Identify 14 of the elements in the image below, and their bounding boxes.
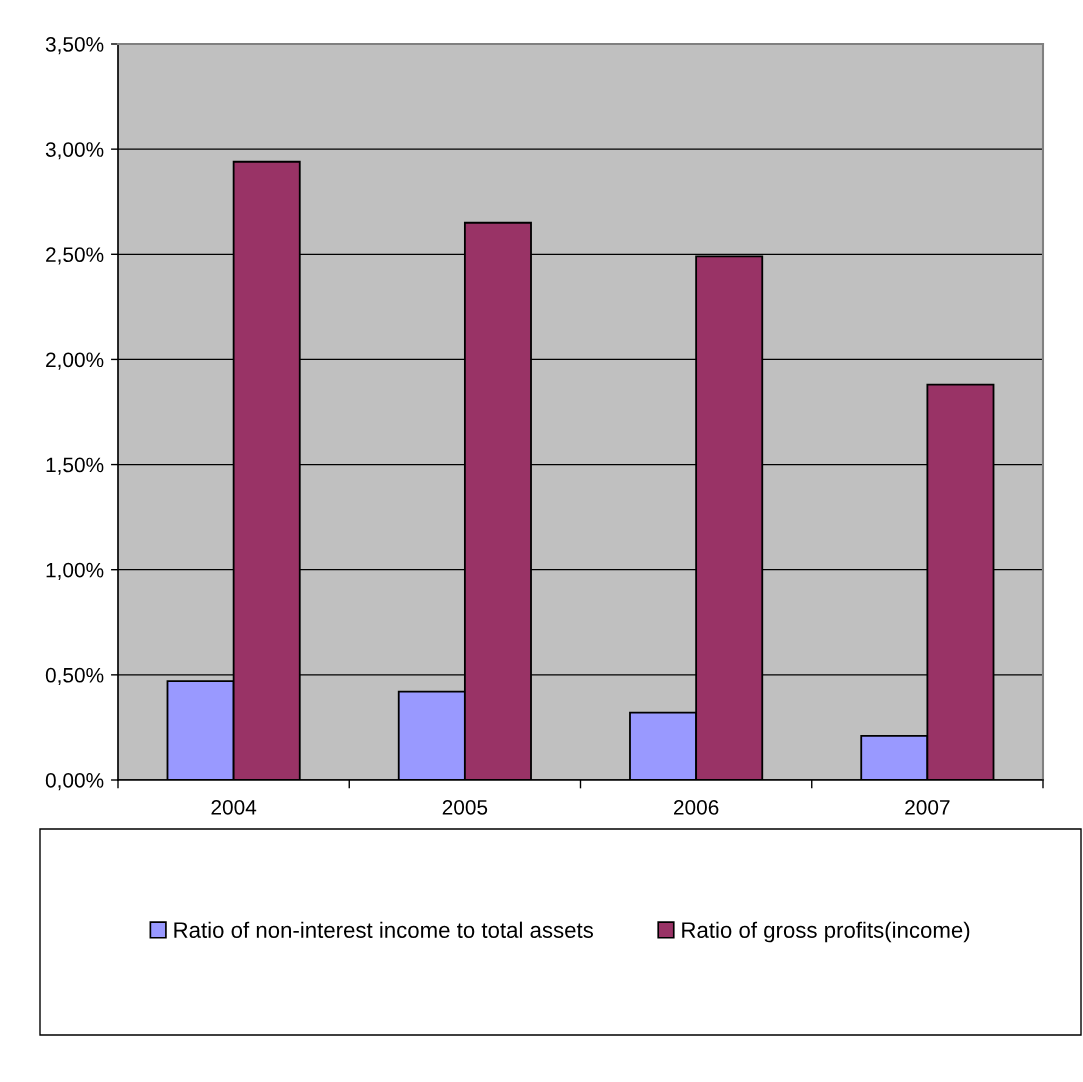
x-tick-label: 2007 bbox=[905, 799, 950, 815]
y-tick-label: 1,00% bbox=[46, 562, 104, 580]
y-tick-label: 2,00% bbox=[46, 352, 104, 370]
x-tick-label: 2006 bbox=[674, 799, 719, 815]
y-tick-label: 3,50% bbox=[45, 37, 104, 55]
y-tick-label: 0,00% bbox=[45, 773, 104, 791]
x-tick-label: 2004 bbox=[211, 799, 257, 815]
y-tick-label: 0,50% bbox=[45, 667, 104, 686]
y-tick-label: 3,00% bbox=[45, 142, 104, 160]
legend-label: Ratio of gross profits(income) bbox=[682, 921, 970, 943]
y-tick-label: 2,50% bbox=[46, 247, 104, 265]
y-tick-label: 1,50% bbox=[46, 457, 104, 475]
x-tick-label: 2005 bbox=[442, 799, 488, 815]
legend-label: Ratio of non-interest income to total assets bbox=[174, 921, 593, 938]
